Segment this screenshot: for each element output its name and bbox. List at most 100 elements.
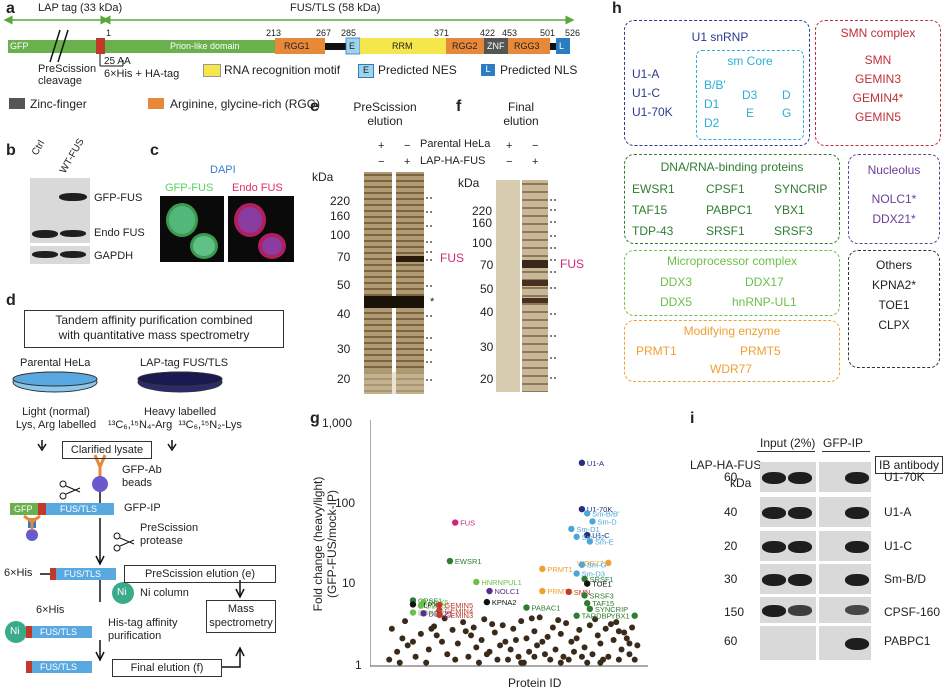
znf-domain (484, 38, 508, 54)
panel-d-label: d (6, 292, 16, 309)
background-point (618, 646, 625, 653)
dna-syncrip: SYNCRIP (774, 182, 828, 196)
dna-taf15: TAF15 (632, 203, 668, 217)
point-ddx21 (420, 610, 427, 617)
background-point (555, 617, 562, 624)
point-clpx (409, 601, 417, 608)
background-point (586, 622, 593, 629)
background-point (483, 651, 490, 658)
background-point (557, 659, 564, 666)
point-label-syncrip: SYNCRIP (595, 605, 628, 614)
background-point (528, 615, 535, 622)
point-label-gemin4: GEMIN4 (444, 606, 473, 615)
background-point (576, 626, 583, 633)
point-label-prmt5: PRMT5 (547, 587, 572, 596)
dna-ybx1: YBX1 (774, 203, 805, 217)
fus-tag-text-3: FUS/TLS (40, 627, 78, 637)
blot-band (845, 541, 869, 553)
point-u1-a (578, 459, 586, 467)
g-xlabel: Protein ID (508, 676, 562, 690)
legend-rrm-label: RNA recognition motif (224, 63, 341, 77)
point-label-ewsr1: EWSR1 (455, 557, 482, 566)
final-elution-title: Final elution (503, 100, 539, 128)
u1-snrnp-box (624, 20, 810, 146)
znf-text: ZNF (487, 41, 505, 51)
sm-g: G (782, 106, 792, 120)
aa-label: 25 AA (104, 56, 131, 67)
point-label-taf15: TAF15 (592, 599, 614, 608)
ni-column-label: Ni column (140, 587, 189, 599)
background-point (386, 656, 393, 663)
e-m100: 100 (330, 228, 351, 242)
gel-e (364, 172, 424, 394)
nucleolus-ddx21: DDX21* (872, 212, 916, 226)
background-point (518, 659, 525, 666)
legend-rrm-swatch (203, 64, 221, 77)
i-gfp-ip: GFP-IP (823, 436, 864, 450)
blot-input-5 (760, 626, 816, 660)
f-m50: 50 (480, 282, 494, 296)
dna-title: DNA/RNA-binding proteins (660, 160, 804, 174)
background-point (565, 656, 572, 663)
background-point (597, 640, 604, 647)
sm-bb: B/B′ (704, 78, 726, 92)
microprocessor-box (624, 250, 840, 316)
point-pabac1 (523, 604, 530, 611)
background-point (507, 646, 514, 653)
legend-nes-label: Predicted NES (378, 63, 457, 77)
e-sign-1-1: + (378, 140, 385, 152)
smn-title: SMN complex (840, 26, 916, 40)
background-point (505, 656, 511, 663)
rgg1-domain (275, 38, 325, 54)
background-point (544, 633, 551, 640)
rrm-text: RRM (392, 41, 413, 51)
background-point (536, 614, 543, 621)
nucleolus-title: Nucleolus (867, 163, 921, 177)
background-point (613, 619, 620, 626)
background-point (615, 628, 622, 635)
legend-rgg-swatch (148, 98, 164, 109)
background-point (454, 640, 461, 647)
point-label-sm-d1: Sm-D1 (576, 525, 599, 534)
heavy-isotope-label: ¹³C₆,¹⁵N₄-Arg ¹³C₆,¹⁵N₂-Lys (108, 419, 242, 431)
others-title: Others (875, 258, 912, 272)
smn-complex-box (815, 20, 941, 146)
rgg3-domain (508, 38, 550, 54)
f-m100: 100 (472, 236, 493, 250)
blot-band (788, 472, 812, 484)
point-nolc1 (486, 587, 493, 595)
background-point (399, 635, 406, 642)
prescission-cleavage-label: PreScission cleavage (38, 63, 97, 87)
u1-70k: U1-70K (632, 105, 673, 119)
blot-band (762, 574, 786, 586)
point-gemin5 (436, 601, 443, 609)
legend-zinc-swatch (9, 98, 25, 109)
legend-nes-swatch: E (358, 64, 374, 78)
smn-item-gemin5: GEMIN5 (854, 110, 901, 124)
point-ddx3 (417, 602, 425, 609)
e-m40: 40 (337, 307, 351, 321)
mod-wdr77: WDR77 (710, 362, 753, 376)
u1-title: U1 snRNP (691, 30, 749, 44)
g-ytick-10: 10 (342, 576, 356, 590)
background-point (557, 630, 564, 637)
blot-band (762, 472, 786, 484)
band-gapdh: GAPDH (94, 250, 134, 262)
point-label-u1-70k: U1-70K (587, 505, 612, 514)
background-point (417, 630, 424, 637)
smn-item-gemin3: GEMIN3 (854, 72, 901, 86)
ni-bead-text-1: Ni (117, 587, 127, 598)
legend-nls-label: Predicted NLS (500, 63, 578, 77)
point-sm-e (586, 538, 594, 545)
background-point (631, 656, 638, 663)
prion-text: Prion-like domain (170, 41, 240, 51)
blot-band (788, 605, 812, 616)
dna-pabpc1: PABPC1 (706, 203, 753, 217)
prescission-elution-box: PreScission elution (e) (124, 565, 276, 583)
rgg2-text: RGG2 (452, 41, 478, 51)
background-point (531, 653, 538, 660)
gel-f-ticks (550, 199, 557, 379)
point-label-srsf3: SRSF3 (590, 591, 614, 600)
pos-501: 501 (540, 28, 556, 38)
sm-d2: D2 (704, 116, 720, 130)
